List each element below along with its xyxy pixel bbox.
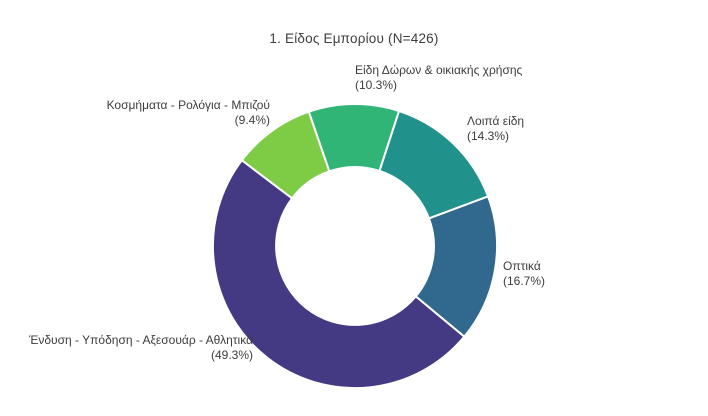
slice-label-pct: (16.7%) (503, 273, 546, 288)
slice-label-text: Λοιπά είδη (467, 114, 525, 128)
chart-title: 1. Είδος Εμπορίου (N=426) (269, 31, 439, 46)
slice-label-pct: (14.3%) (467, 128, 510, 143)
slice-label-text: Είδη Δώρων & οικιακής χρήσης (355, 63, 523, 77)
slice-label-pct: (10.3%) (355, 77, 398, 92)
slice-label-optics: Οπτικά (16.7%) (503, 259, 545, 288)
slice-label-pct: (49.3%) (210, 347, 253, 362)
slice-label-other-goods: Λοιπά είδη (14.3%) (467, 114, 524, 143)
slice-label-text: Ένδυση - Υπόδηση - Αξεσουάρ - Αθλητικά (28, 333, 253, 347)
slice-label-text: Κοσμήματα - Ρολόγια - Μπιζού (106, 98, 270, 112)
slice-label-text: Οπτικά (503, 259, 541, 273)
donut-slice (240, 110, 331, 200)
slice-label-gifts-household: Είδη Δώρων & οικιακής χρήσης (10.3%) (355, 63, 522, 92)
donut-slice (211, 159, 466, 390)
slice-label-pct: (9.4%) (234, 112, 270, 127)
slice-label-jewelry-watches: Κοσμήματα - Ρολόγια - Μπιζού (9.4%) (107, 98, 270, 127)
slice-label-clothing-footwear: Ένδυση - Υπόδηση - Αξεσουάρ - Αθλητικά (… (29, 333, 253, 362)
